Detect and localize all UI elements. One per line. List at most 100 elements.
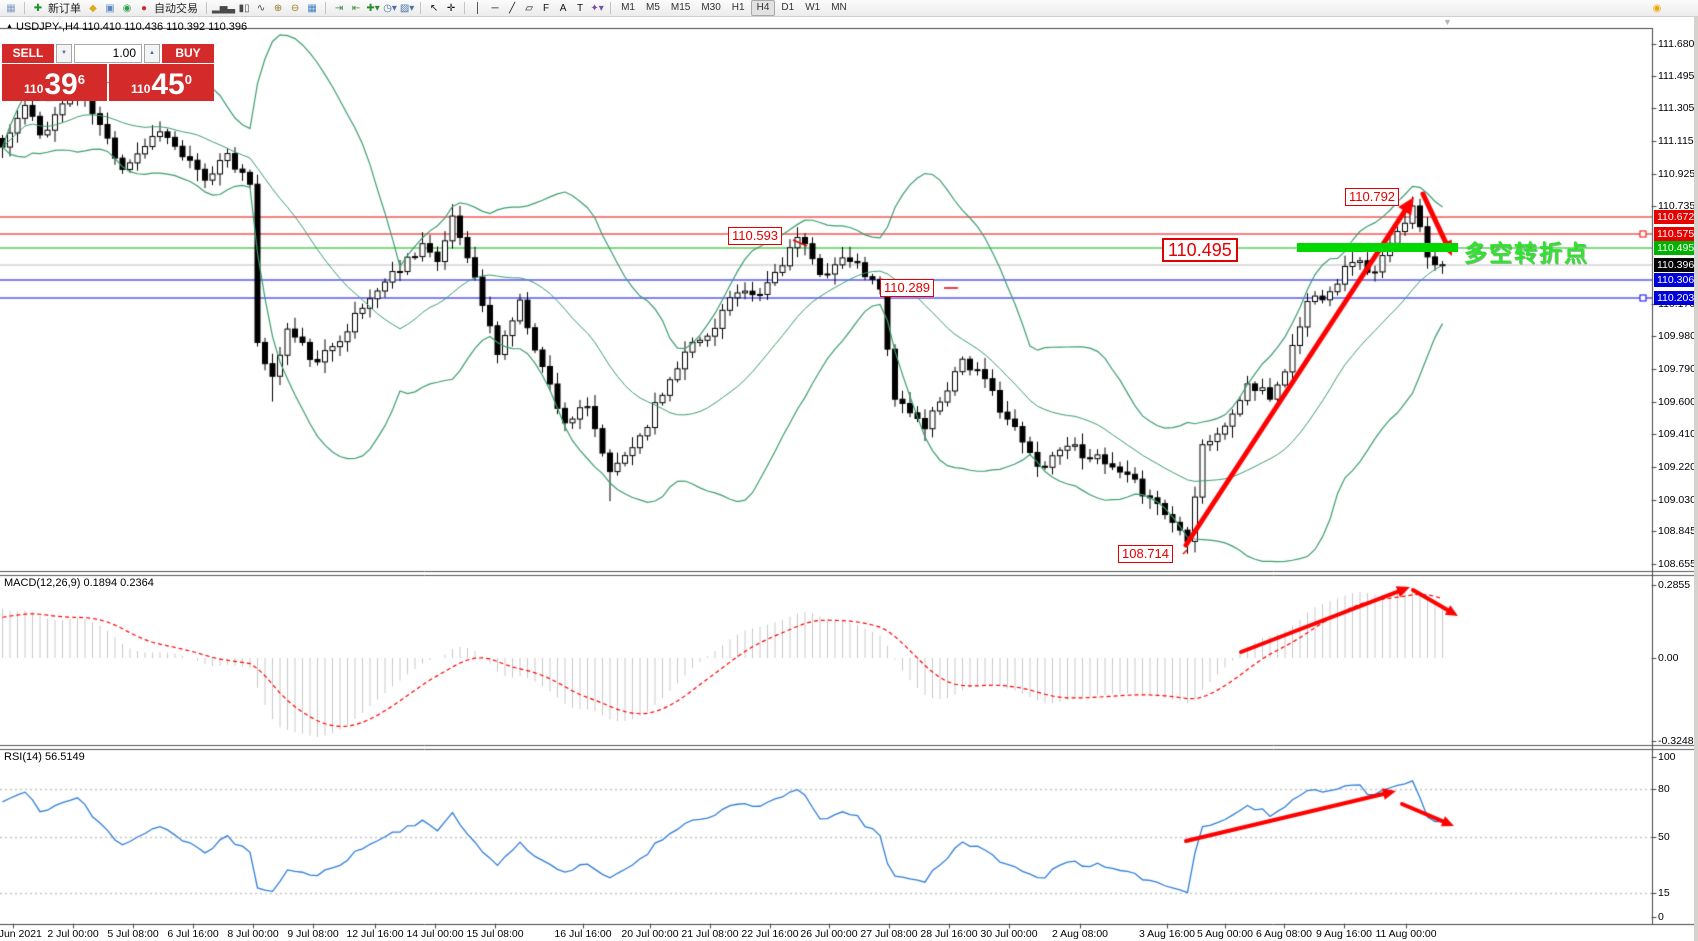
auto-scroll-icon[interactable]: ⇤ xyxy=(351,2,361,14)
time-axis-label: 2 Aug 08:00 xyxy=(1051,928,1109,940)
tile-windows-icon[interactable]: ▦ xyxy=(307,2,317,14)
buy-button[interactable]: BUY xyxy=(162,44,214,63)
chat-icon[interactable]: ▣ xyxy=(105,2,115,14)
period-clock-icon[interactable]: ◷▾ xyxy=(383,2,397,14)
time-axis-label: 8 Jul 00:00 xyxy=(227,928,279,940)
price-annotation[interactable]: 108.714 xyxy=(1118,545,1173,563)
window-edge xyxy=(1694,0,1698,941)
toolbar-separator xyxy=(464,2,466,14)
tf-m30[interactable]: M30 xyxy=(701,2,721,13)
horizontal-line-icon[interactable]: ─ xyxy=(491,2,499,14)
toolbar-separator xyxy=(420,2,422,14)
time-axis-label: 2 Jul 00:00 xyxy=(47,928,99,940)
tf-m15[interactable]: M15 xyxy=(670,2,691,13)
turning-point-note[interactable]: 多空转折点 xyxy=(1464,240,1589,266)
zoom-out-icon[interactable]: ⊖ xyxy=(290,2,300,14)
tf-w1[interactable]: W1 xyxy=(805,2,821,13)
candlestick-icon[interactable]: ▮▯ xyxy=(238,2,250,14)
sell-button[interactable]: SELL xyxy=(2,44,54,63)
terminal-icon[interactable]: ▦ xyxy=(6,2,16,14)
main-toolbar: ▦ ✚ 新订单 ◆ ▣ ◉ ● 自动交易 ▂▅▃ ▮▯ ∿ ⊕ ⊖ ▦ ⇥ ⇤ ✚▾ ◷▾ ▨▾ ↖ ✛ │ ─ ╱ ▱ F A T ✦… xyxy=(0,0,1698,17)
price-axis-tick: 111.305 xyxy=(1658,102,1695,115)
buy-price-prefix: 110 xyxy=(131,82,151,96)
sell-price-big: 39 xyxy=(44,68,78,101)
price-axis-tick: 108.845 xyxy=(1658,525,1696,538)
bar-chart-icon[interactable]: ▂▅▃ xyxy=(212,2,236,14)
cursor-icon[interactable]: ↖ xyxy=(429,2,439,14)
rsi-label: RSI(14) 56.5149 xyxy=(4,751,85,763)
new-order-button[interactable]: 新订单 xyxy=(48,3,81,15)
arrows-tool-icon[interactable]: ✦▾ xyxy=(590,2,604,14)
fibonacci-icon[interactable]: F xyxy=(543,2,550,14)
price-annotation[interactable]: 110.792 xyxy=(1345,188,1400,206)
scroll-end-icon[interactable]: ⇥ xyxy=(334,2,344,14)
trendline-icon[interactable]: ╱ xyxy=(509,2,516,14)
price-axis-tick: 110.735 xyxy=(1658,200,1696,213)
turning-point-bar[interactable] xyxy=(1297,243,1458,253)
time-axis-label: 12 Jul 16:00 xyxy=(346,928,404,940)
price-tag: 110.203 xyxy=(1654,290,1698,305)
tf-h4[interactable]: H4 xyxy=(750,0,776,16)
radar-icon[interactable]: ◉ xyxy=(122,2,132,14)
tf-d1[interactable]: D1 xyxy=(781,2,795,13)
tf-m1[interactable]: M1 xyxy=(621,2,635,13)
autotrade-icon[interactable]: ● xyxy=(140,2,148,14)
label-tool-icon[interactable]: T xyxy=(577,2,584,14)
price-axis-tick: 109.410 xyxy=(1658,428,1696,441)
alert-icon[interactable]: ◉ xyxy=(1652,2,1662,14)
rsi-axis-tick: 80 xyxy=(1658,783,1670,795)
toolbar-separator xyxy=(206,2,207,14)
tf-h1[interactable]: H1 xyxy=(731,2,745,13)
vertical-line-icon[interactable]: │ xyxy=(474,2,482,14)
scroll-end-marker-icon[interactable]: ▼ xyxy=(1443,17,1452,27)
toolbar-separator xyxy=(610,2,612,14)
crosshair-icon[interactable]: ✛ xyxy=(446,2,456,14)
volume-input[interactable]: 1.00 xyxy=(74,44,142,63)
text-tool-icon[interactable]: A xyxy=(559,2,567,14)
price-axis-tick: 109.030 xyxy=(1658,493,1696,506)
chart-title: ▲ USDJPY-,H4 110.410 110.436 110.392 110.… xyxy=(6,21,247,33)
one-click-trade-panel: SELL ▼ 1.00 ▲ BUY 110 39 6 110 45 0 xyxy=(2,44,214,101)
time-axis-label: 15 Jul 08:00 xyxy=(466,928,524,940)
volume-down-stepper[interactable]: ▼ xyxy=(56,44,72,63)
tf-m5[interactable]: M5 xyxy=(645,2,660,13)
time-axis-label: 20 Jul 00:00 xyxy=(621,928,679,940)
price-axis-tick: 108.655 xyxy=(1658,557,1696,570)
eraser-icon[interactable]: ◆ xyxy=(89,2,97,14)
price-axis-tick: 111.495 xyxy=(1658,69,1695,82)
new-order-icon[interactable]: ✚ xyxy=(33,2,43,14)
time-axis-label: 3 Aug 16:00 xyxy=(1138,928,1196,940)
price-tag: 110.306 xyxy=(1654,273,1698,288)
tf-mn[interactable]: MN xyxy=(831,2,847,13)
sell-price-button[interactable]: 110 39 6 xyxy=(2,64,107,101)
template-icon[interactable]: ▨▾ xyxy=(399,2,415,14)
buy-price-sup: 0 xyxy=(184,72,192,87)
volume-up-stepper[interactable]: ▲ xyxy=(144,44,160,63)
price-axis-tick: 109.600 xyxy=(1658,395,1696,408)
chart-marker-icon: ▲ xyxy=(6,23,13,30)
autotrade-button[interactable]: 自动交易 xyxy=(154,3,198,15)
price-annotation[interactable]: 110.593 xyxy=(728,227,783,245)
price-annotation[interactable]: 110.289 xyxy=(880,279,935,297)
time-axis-label: 5 Aug 00:00 xyxy=(1196,928,1254,940)
line-chart-icon[interactable]: ∿ xyxy=(256,2,266,14)
price-axis-tick: 110.925 xyxy=(1658,167,1696,180)
new-chart-icon[interactable]: ✚▾ xyxy=(366,2,380,14)
time-axis-label: 16 Jul 16:00 xyxy=(554,928,612,940)
rsi-axis-tick: 0 xyxy=(1658,911,1664,923)
macd-axis-tick: 0.2855 xyxy=(1658,579,1691,591)
zoom-in-icon[interactable]: ⊕ xyxy=(273,2,283,14)
price-axis-tick: 111.115 xyxy=(1658,135,1694,148)
buy-price-button[interactable]: 110 45 0 xyxy=(109,64,214,101)
time-axis-label: 5 Jul 08:00 xyxy=(107,928,159,940)
time-axis-label: 9 Jul 08:00 xyxy=(287,928,339,940)
price-tag: 110.672 xyxy=(1654,210,1698,225)
macd-axis-tick: 0.00 xyxy=(1658,652,1679,664)
toolbar-separator xyxy=(24,2,25,14)
sell-price-sup: 6 xyxy=(77,72,85,87)
sell-price-prefix: 110 xyxy=(24,82,44,96)
price-annotation[interactable]: 110.495 xyxy=(1162,238,1238,262)
time-axis-label: 14 Jul 00:00 xyxy=(406,928,464,940)
channel-icon[interactable]: ▱ xyxy=(525,2,533,14)
